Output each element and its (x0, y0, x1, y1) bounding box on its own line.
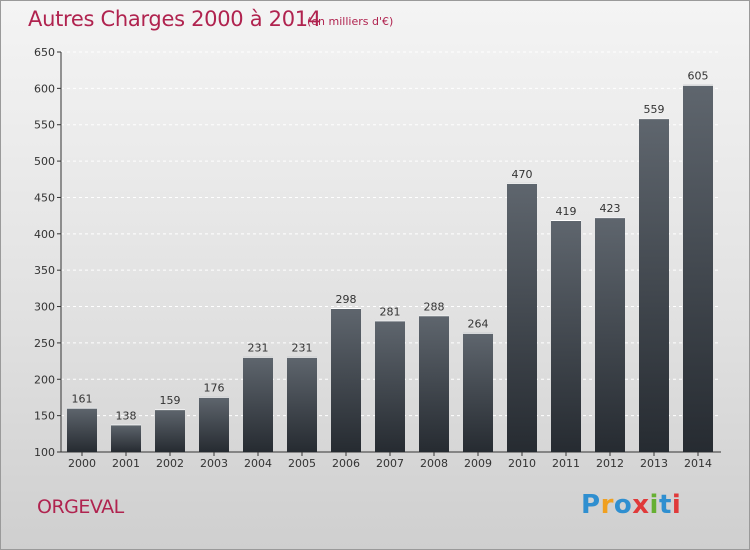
x-tick-label: 2011 (552, 457, 580, 470)
x-tick-label: 2013 (640, 457, 668, 470)
data-label: 470 (512, 168, 533, 181)
y-tick-label: 550 (34, 119, 55, 132)
y-tick-label: 250 (34, 337, 55, 350)
chart-subtitle: (en milliers d'€) (307, 15, 394, 28)
bar (507, 182, 537, 452)
y-tick-label: 400 (34, 228, 55, 241)
x-tick-label: 2007 (376, 457, 404, 470)
x-tick-label: 2005 (288, 457, 316, 470)
bar (287, 356, 317, 452)
bar (683, 84, 713, 453)
data-label: 298 (336, 293, 357, 306)
bar (199, 396, 229, 452)
logo-letter: t (658, 490, 672, 520)
x-tick-label: 2004 (244, 457, 272, 470)
data-label: 176 (204, 382, 225, 395)
x-tick-label: 2008 (420, 457, 448, 470)
logo-letter: r (600, 490, 614, 520)
data-label: 231 (292, 342, 313, 355)
y-tick-label: 100 (34, 446, 55, 459)
logo-letter: o (613, 490, 633, 520)
y-tick-label: 450 (34, 191, 55, 204)
data-label: 423 (600, 202, 621, 215)
bar (551, 220, 581, 452)
data-label: 161 (72, 393, 93, 406)
data-label: 159 (160, 394, 181, 407)
proxiti-logo: Proxiti (581, 490, 681, 520)
y-tick-label: 150 (34, 410, 55, 423)
data-label: 419 (556, 205, 577, 218)
data-label: 281 (380, 305, 401, 318)
logo-letter: x (632, 490, 650, 520)
bar (639, 118, 669, 452)
data-label: 605 (688, 70, 709, 83)
bar (331, 308, 361, 452)
y-tick-label: 650 (34, 46, 55, 59)
data-label: 138 (116, 409, 137, 422)
commune-name: ORGEVAL (37, 496, 124, 518)
y-tick-label: 600 (34, 82, 55, 95)
bar (67, 407, 97, 452)
x-tick-label: 2012 (596, 457, 624, 470)
x-tick-label: 2003 (200, 457, 228, 470)
bar (595, 217, 625, 452)
y-tick-label: 350 (34, 264, 55, 277)
bar (463, 332, 493, 452)
chart-title: Autres Charges 2000 à 2014 (28, 7, 321, 31)
y-tick-label: 300 (34, 301, 55, 314)
x-tick-label: 2000 (68, 457, 96, 470)
logo-letter: i (671, 490, 682, 520)
bar (375, 320, 405, 452)
data-label: 288 (424, 300, 445, 313)
x-tick-label: 2014 (684, 457, 712, 470)
logo-letter: i (649, 490, 659, 520)
y-tick-label: 500 (34, 155, 55, 168)
x-tick-label: 2010 (508, 457, 536, 470)
x-tick-label: 2009 (464, 457, 492, 470)
x-tick-label: 2006 (332, 457, 360, 470)
data-label: 264 (468, 318, 489, 331)
x-tick-label: 2001 (112, 457, 140, 470)
y-tick-label: 200 (34, 373, 55, 386)
logo-letter: P (581, 490, 601, 520)
bar (155, 409, 185, 452)
data-label: 559 (644, 103, 665, 116)
data-label: 231 (248, 342, 269, 355)
bar (243, 356, 273, 452)
bar (419, 315, 449, 452)
x-tick-label: 2002 (156, 457, 184, 470)
bar (111, 424, 141, 452)
